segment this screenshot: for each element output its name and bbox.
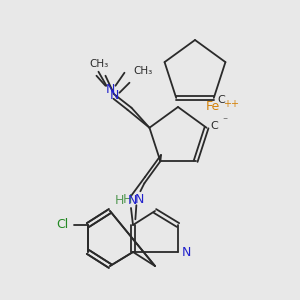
Text: ++: ++ (223, 99, 239, 109)
Text: C: C (211, 121, 218, 131)
Text: N: N (106, 83, 115, 96)
Text: ⁻: ⁻ (222, 117, 227, 127)
Text: Cl: Cl (56, 218, 68, 232)
Text: Fe: Fe (206, 100, 220, 113)
Text: H: H (123, 193, 132, 206)
Text: CH₃: CH₃ (90, 59, 109, 69)
Text: CH₃: CH₃ (134, 66, 153, 76)
Text: N: N (135, 193, 144, 206)
Text: N: N (110, 89, 119, 102)
Text: N: N (181, 245, 191, 259)
Text: C: C (217, 95, 225, 105)
Text: N: N (127, 194, 137, 208)
Text: H: H (114, 194, 124, 208)
